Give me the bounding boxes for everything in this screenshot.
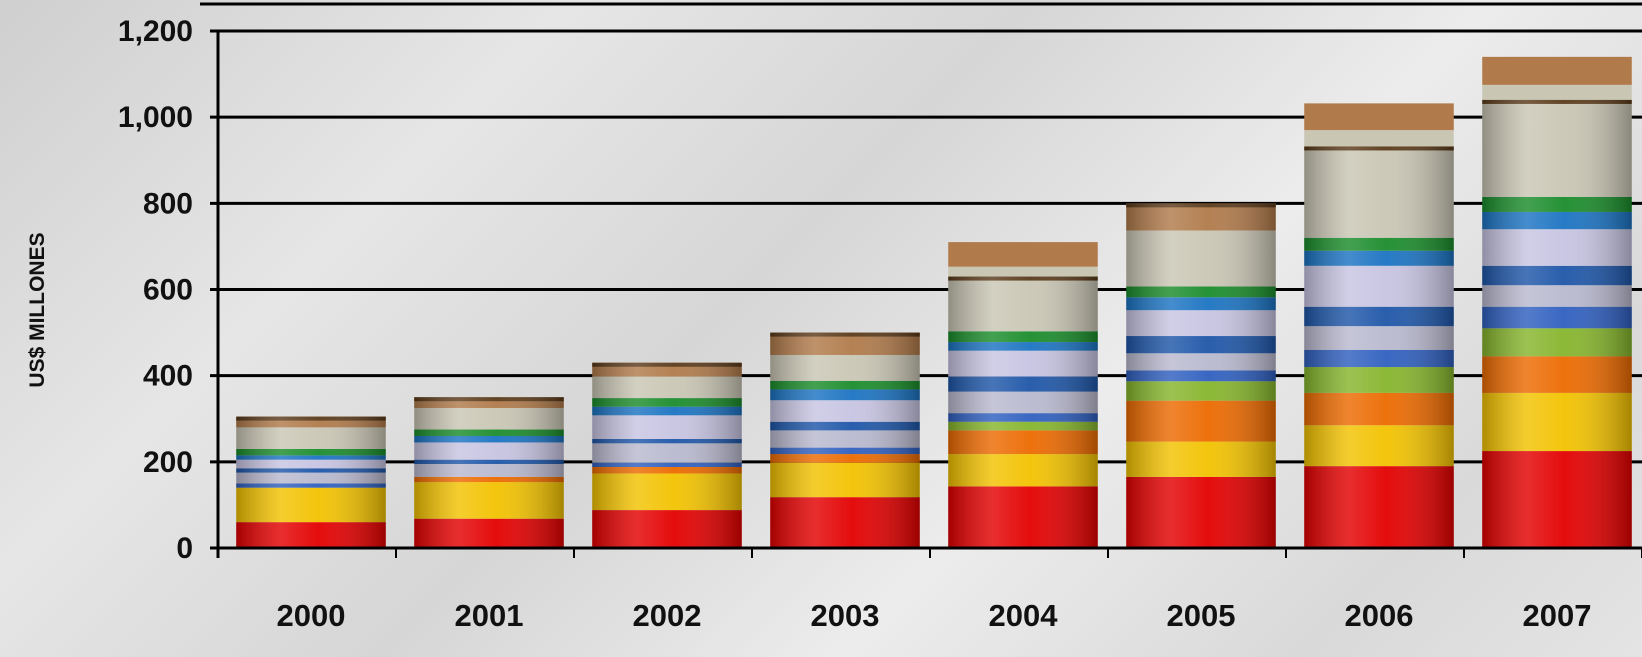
bar-sheen — [948, 276, 1098, 548]
bar-segment — [1482, 56, 1632, 85]
x-tick-label: 2000 — [277, 598, 346, 633]
bar-stack-2004 — [948, 242, 1098, 548]
x-tick-label: 2005 — [1167, 598, 1236, 633]
x-tick-label: 2001 — [455, 598, 524, 633]
bar-stack-2006 — [1304, 103, 1454, 549]
x-tick-label: 2006 — [1345, 598, 1414, 633]
bar-segment — [1304, 103, 1454, 131]
axes — [210, 31, 1642, 558]
y-tick-label: 0 — [176, 532, 193, 565]
bar-sheen — [414, 397, 564, 548]
y-tick-label: 1,200 — [118, 15, 193, 48]
bar-sheen — [1126, 203, 1276, 549]
y-axis-title: US$ MILLONES — [26, 232, 49, 387]
x-tick-label: 2002 — [633, 598, 702, 633]
y-tick-label: 600 — [143, 274, 193, 307]
x-tick-labels: 2000 2001 2002 2003 2004 2005 2006 2007 — [277, 598, 1592, 633]
y-tick-label: 1,000 — [118, 101, 193, 134]
y-tick-label: 800 — [143, 187, 193, 220]
bar-sheen — [236, 416, 386, 548]
bar-sheen — [1482, 99, 1632, 548]
bar-stack-2001 — [414, 397, 564, 548]
bar-stack-2007 — [1482, 56, 1632, 548]
y-tick-label: 400 — [143, 360, 193, 393]
bar-sheen — [1304, 146, 1454, 549]
x-tick-label: 2003 — [811, 598, 880, 633]
bar-stack-2002 — [592, 362, 742, 548]
y-tick-labels: 0 200 400 600 800 1,000 1,200 — [118, 15, 193, 565]
x-tick-label: 2007 — [1523, 598, 1592, 633]
bar-sheen — [592, 362, 742, 548]
bar-stack-2000 — [236, 416, 386, 548]
bars — [236, 56, 1632, 549]
x-tick-label: 2004 — [989, 598, 1059, 633]
bar-stack-2005 — [1126, 203, 1276, 549]
bar-stack-2003 — [770, 332, 920, 548]
bar-sheen — [770, 332, 920, 548]
y-tick-label: 200 — [143, 446, 193, 479]
bar-segment — [948, 242, 1098, 267]
